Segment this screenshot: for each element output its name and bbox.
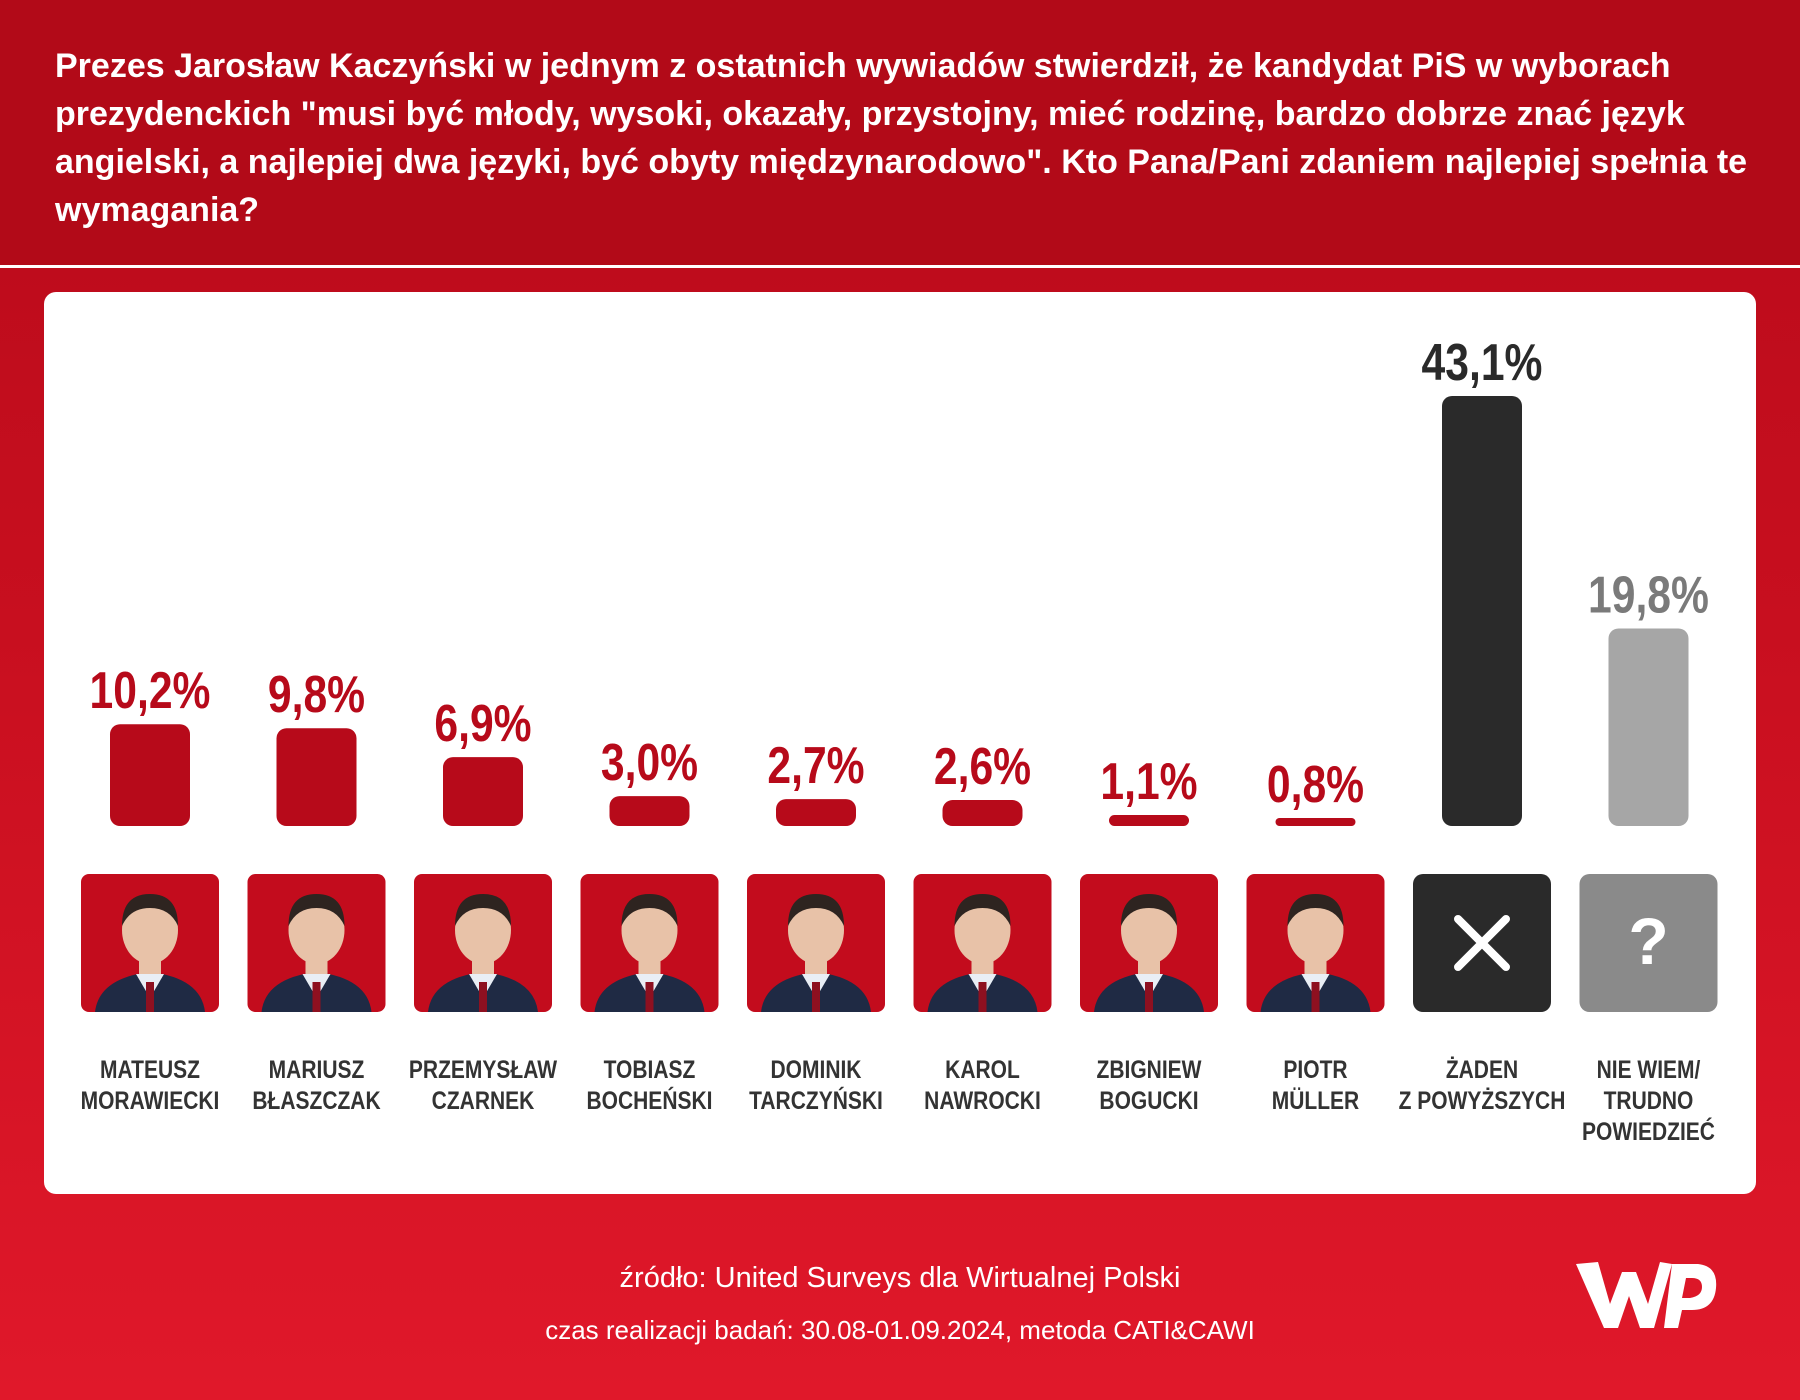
head-shape bbox=[1121, 896, 1177, 964]
bar-group: 6,9% PRZEMYSŁAW CZARNEK bbox=[409, 695, 557, 1114]
bar-group: 10,2% MATEUSZ MORAWIECKI bbox=[81, 662, 220, 1114]
head-shape bbox=[621, 896, 678, 964]
value-label: 2,7% bbox=[767, 737, 864, 795]
tie-shape bbox=[1311, 982, 1320, 1012]
category-label: TRUDNO bbox=[1604, 1086, 1694, 1114]
value-label: 3,0% bbox=[601, 734, 698, 792]
source-text: źródło: United Surveys dla Wirtualnej Po… bbox=[619, 1262, 1181, 1294]
category-label: ŻADEN bbox=[1446, 1055, 1518, 1083]
category-label: KAROL bbox=[945, 1055, 1020, 1083]
bar bbox=[609, 796, 690, 826]
category-label: PIOTR bbox=[1283, 1055, 1347, 1083]
category-label: MÜLLER bbox=[1272, 1086, 1360, 1114]
category-label: PRZEMYSŁAW bbox=[409, 1055, 557, 1083]
question-tile bbox=[1579, 874, 1718, 1012]
hair-shape bbox=[122, 894, 178, 926]
portrait-icon bbox=[1080, 874, 1218, 1012]
portrait-icon bbox=[1246, 874, 1385, 1012]
question-glyph: ? bbox=[1628, 904, 1668, 978]
portrait-icon bbox=[81, 874, 219, 1012]
bar bbox=[1608, 628, 1689, 826]
category-label: TOBIASZ bbox=[604, 1055, 696, 1083]
hair-shape bbox=[788, 894, 844, 926]
category-label: Z POWYŻSZYCH bbox=[1399, 1086, 1566, 1114]
bar bbox=[1275, 818, 1356, 826]
close-icon bbox=[1413, 874, 1551, 1012]
head-shape bbox=[122, 896, 178, 964]
tie-shape bbox=[645, 982, 654, 1012]
value-label: 2,6% bbox=[934, 738, 1031, 796]
bar bbox=[443, 757, 523, 826]
question-text: Prezes Jarosław Kaczyński w jednym z ost… bbox=[55, 47, 1748, 229]
bar bbox=[110, 724, 190, 826]
question-icon: ? bbox=[1579, 874, 1718, 1012]
head-shape bbox=[788, 896, 844, 964]
head-shape bbox=[455, 896, 511, 964]
bar-group: 43,1% ŻADEN Z POWYŻSZYCH bbox=[1399, 334, 1566, 1114]
portrait-icon bbox=[414, 874, 552, 1012]
category-label: NIE WIEM/ bbox=[1597, 1055, 1701, 1083]
close-glyph bbox=[1454, 915, 1510, 971]
portrait-icon bbox=[913, 874, 1052, 1012]
bar bbox=[1109, 815, 1189, 826]
chart-panel: 10,2% MATEUSZ MORAWIECKI 9,8% MARIUSZ BŁASZCZ… bbox=[44, 292, 1756, 1194]
category-label: MORAWIECKI bbox=[81, 1086, 220, 1114]
hair-shape bbox=[621, 894, 678, 926]
value-label: 10,2% bbox=[90, 662, 211, 720]
hair-shape bbox=[455, 894, 511, 926]
bar-group: 9,8% MARIUSZ BŁASZCZAK bbox=[247, 666, 386, 1114]
category-label: MARIUSZ bbox=[269, 1055, 365, 1083]
bar bbox=[776, 799, 856, 826]
category-label: BŁASZCZAK bbox=[252, 1086, 381, 1114]
tie-shape bbox=[146, 982, 154, 1012]
survey-meta-text: czas realizacji badań: 30.08-01.09.2024,… bbox=[545, 1315, 1255, 1345]
tie-shape bbox=[1145, 982, 1153, 1012]
bar-group: 0,8% PIOTR MÜLLER bbox=[1246, 756, 1385, 1114]
value-label: 6,9% bbox=[434, 695, 531, 753]
value-label: 1,1% bbox=[1100, 753, 1197, 811]
wp-logo-icon: WP bbox=[1568, 1252, 1720, 1340]
header-band: Prezes Jarosław Kaczyński w jednym z ost… bbox=[0, 0, 1800, 268]
bar bbox=[942, 800, 1023, 826]
category-label: BOGUCKI bbox=[1099, 1086, 1198, 1114]
category-label: POWIEDZIEĆ bbox=[1582, 1116, 1715, 1145]
category-label: CZARNEK bbox=[432, 1086, 535, 1114]
bar bbox=[276, 728, 357, 826]
portrait-icon bbox=[247, 874, 386, 1012]
bar bbox=[1442, 396, 1522, 826]
category-label: MATEUSZ bbox=[100, 1055, 200, 1083]
value-label: 0,8% bbox=[1267, 756, 1364, 814]
value-label: 9,8% bbox=[268, 666, 365, 724]
portrait-icon bbox=[747, 874, 885, 1012]
value-label: 19,8% bbox=[1588, 567, 1709, 625]
category-label: TARCZYŃSKI bbox=[749, 1085, 883, 1114]
bar-chart: 10,2% MATEUSZ MORAWIECKI 9,8% MARIUSZ BŁASZCZ… bbox=[81, 334, 1718, 1145]
hair-shape bbox=[1121, 894, 1177, 926]
category-label: DOMINIK bbox=[771, 1055, 862, 1083]
tie-shape bbox=[479, 982, 487, 1012]
head-shape bbox=[288, 896, 345, 964]
bar-group: 1,1% ZBIGNIEW BOGUCKI bbox=[1080, 753, 1218, 1114]
category-label: NAWROCKI bbox=[924, 1086, 1041, 1114]
head-shape bbox=[954, 896, 1011, 964]
category-label: BOCHEŃSKI bbox=[587, 1085, 713, 1114]
bar-group: 2,6% KAROL NAWROCKI bbox=[913, 738, 1052, 1114]
tie-shape bbox=[978, 982, 987, 1012]
head-shape bbox=[1287, 896, 1344, 964]
category-label: ZBIGNIEW bbox=[1097, 1055, 1202, 1083]
tie-shape bbox=[312, 982, 321, 1012]
portrait-icon bbox=[580, 874, 719, 1012]
hair-shape bbox=[1287, 894, 1344, 926]
hair-shape bbox=[954, 894, 1011, 926]
tie-shape bbox=[812, 982, 820, 1012]
value-label: 43,1% bbox=[1422, 334, 1543, 392]
hair-shape bbox=[288, 894, 345, 926]
